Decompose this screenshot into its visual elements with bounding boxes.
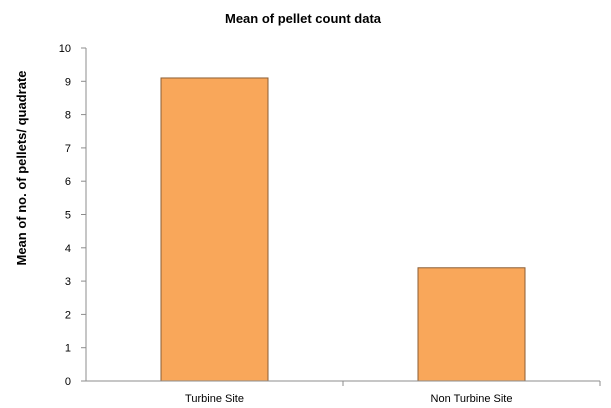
bar-turbine-site [160,77,269,382]
y-tick-label: 1 [65,343,71,355]
y-tick-label: 4 [65,243,71,255]
y-tick-label: 0 [65,376,71,388]
y-tick-label: 9 [65,76,71,88]
y-tick-label: 10 [59,43,71,55]
bar-non-turbine-site [417,267,526,382]
y-tick-label: 6 [65,176,71,188]
x-axis-categories: Turbine Site Non Turbine Site [185,381,601,405]
chart-title: Mean of pellet count data [225,11,382,26]
y-tick-label: 5 [65,210,71,222]
y-tick-label: 3 [65,276,71,288]
x-category-label: Turbine Site [185,393,244,405]
y-axis-label: Mean of no. of pellets/ quadrate [14,70,29,265]
y-tick-label: 8 [65,110,71,122]
y-axis-ticks: 0 1 2 3 4 5 6 7 8 9 10 [59,43,86,388]
bars-group [160,77,526,382]
y-tick-label: 7 [65,143,71,155]
y-tick-label: 2 [65,309,71,321]
x-category-label: Non Turbine Site [431,393,513,405]
